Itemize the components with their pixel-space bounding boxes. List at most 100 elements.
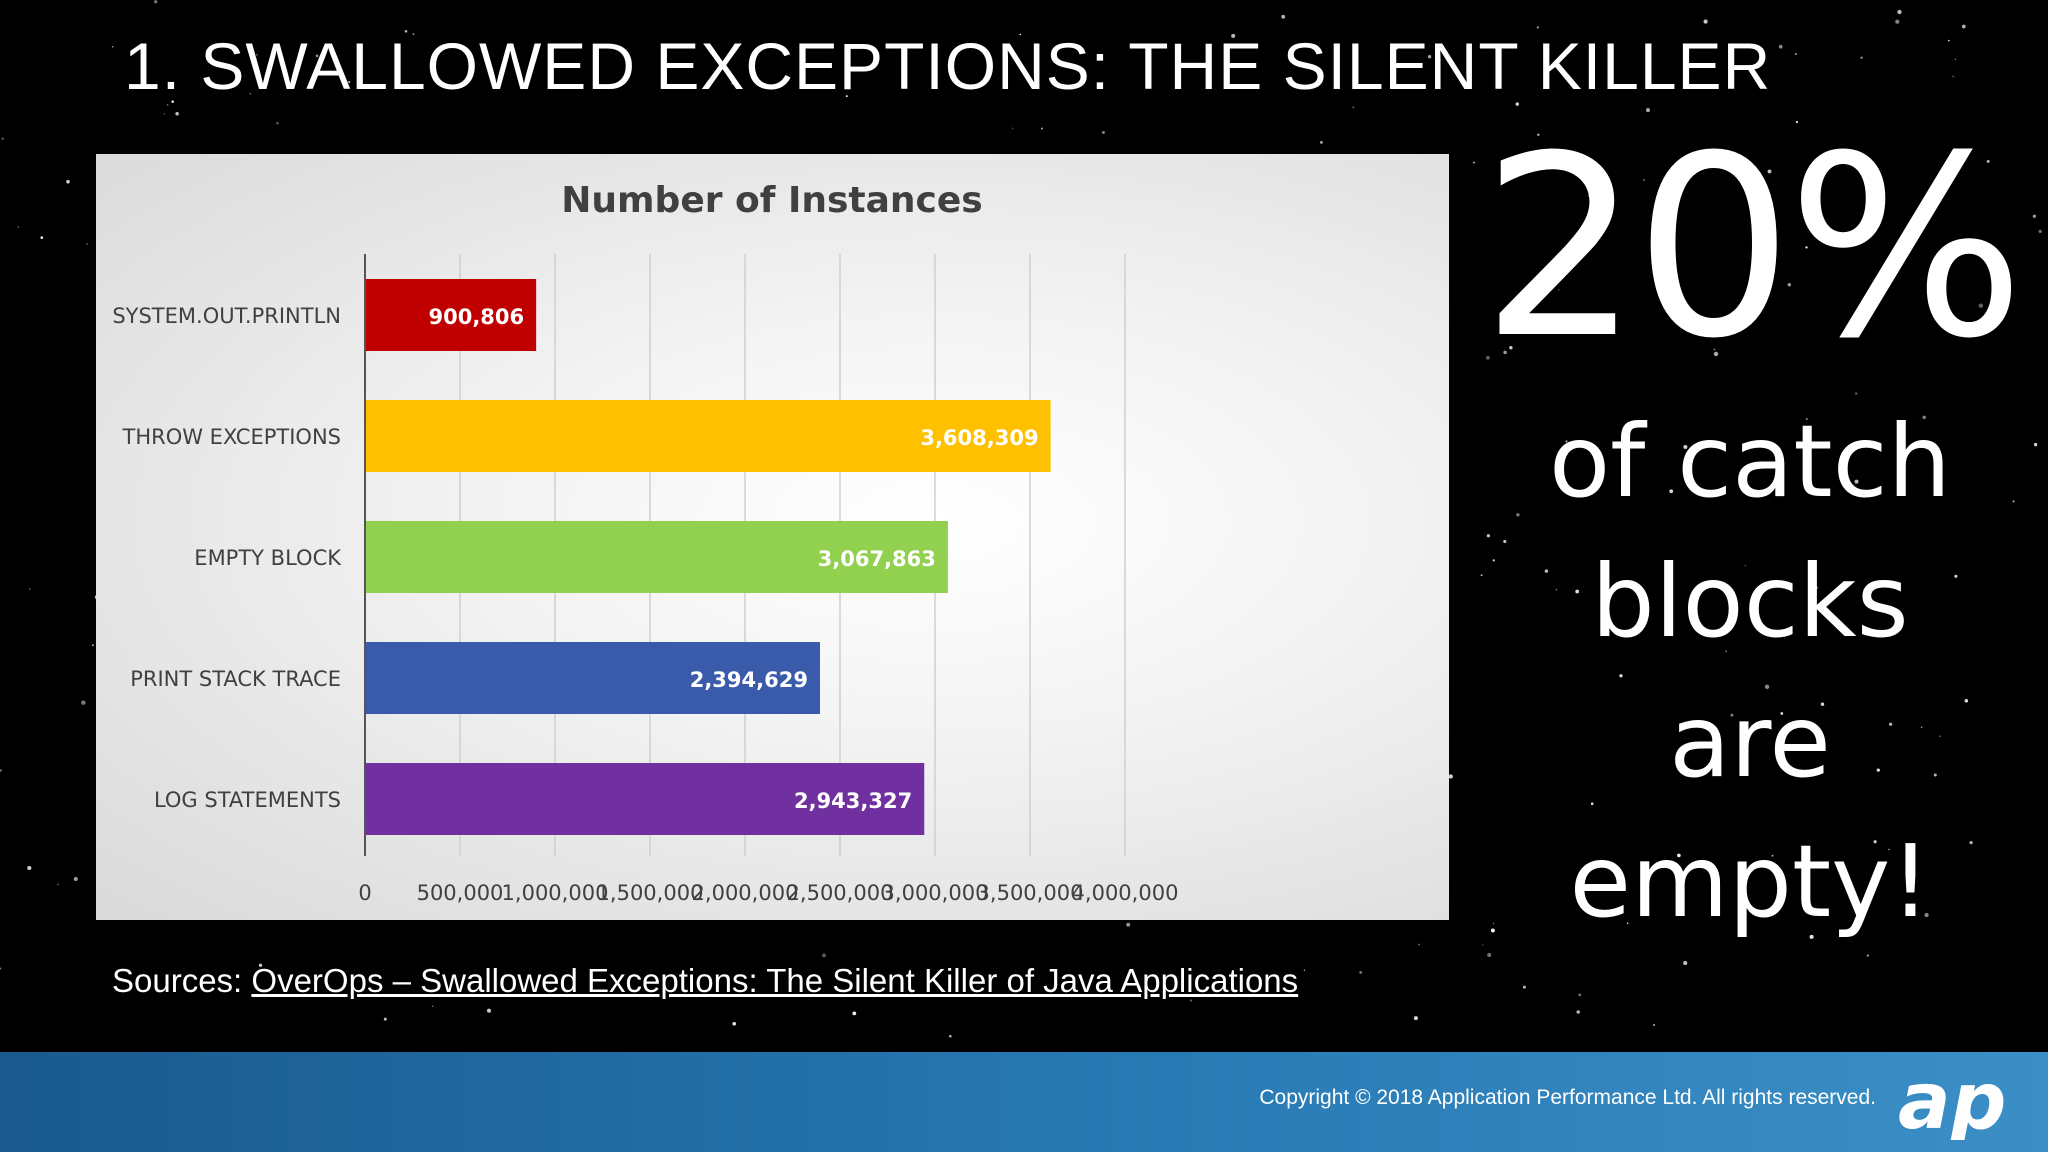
star <box>404 29 408 33</box>
star <box>1933 773 1937 777</box>
star <box>845 95 848 98</box>
star <box>1487 953 1492 957</box>
bar-value-label: 2,394,629 <box>690 668 808 692</box>
star <box>1492 559 1495 562</box>
star <box>1778 44 1783 49</box>
star <box>249 93 251 95</box>
star <box>1394 46 1398 50</box>
bar <box>365 400 1051 472</box>
sources-link[interactable]: OverOps – Swallowed Exceptions: The Sile… <box>251 962 1299 999</box>
stat-line-4: empty! <box>1569 823 1931 940</box>
star <box>315 54 319 58</box>
star <box>1 137 4 140</box>
x-tick-label: 2,000,000 <box>692 881 799 905</box>
star <box>91 644 94 647</box>
star <box>256 54 258 56</box>
bar-chart-panel: Number of Instances 900,806 SYSTEM.OUT.PRI… <box>96 154 1449 920</box>
star <box>1947 39 1950 42</box>
star <box>1019 33 1022 36</box>
x-tick-label: 0 <box>358 881 371 905</box>
star <box>1516 513 1520 517</box>
star <box>1503 539 1507 544</box>
star <box>29 588 31 590</box>
star <box>412 33 415 35</box>
x-tick-label: 1,500,000 <box>597 881 704 905</box>
star <box>0 769 2 772</box>
star <box>1565 440 1568 443</box>
star <box>1744 565 1746 567</box>
star <box>1873 840 1877 844</box>
stat-line-1: of catch <box>1548 403 1951 520</box>
star <box>1427 55 1432 59</box>
star <box>1238 993 1241 996</box>
star <box>1730 713 1734 717</box>
star <box>66 179 70 184</box>
star <box>0 967 2 970</box>
star <box>1764 684 1770 689</box>
star <box>1537 133 1540 136</box>
star <box>1359 970 1363 974</box>
category-label: THROW EXCEPTIONS <box>122 425 342 449</box>
star <box>1815 586 1818 589</box>
star <box>1895 19 1900 24</box>
star <box>1855 392 1858 395</box>
star <box>1671 253 1674 256</box>
star <box>948 1034 952 1038</box>
star <box>2033 442 2038 447</box>
star <box>1961 24 1966 29</box>
star <box>1876 768 1880 772</box>
star <box>1626 922 1629 924</box>
star <box>2012 500 2015 503</box>
star <box>1303 969 1306 971</box>
star <box>1509 346 1513 350</box>
star <box>1897 9 1902 15</box>
star <box>1653 1024 1655 1026</box>
star <box>163 113 166 115</box>
star <box>1820 702 1825 706</box>
ap-logo-text: ap <box>1898 1068 2006 1140</box>
star <box>17 226 20 228</box>
star <box>1866 954 1870 957</box>
star <box>1662 249 1667 254</box>
category-label: EMPTY BLOCK <box>194 546 342 570</box>
star <box>431 1005 434 1007</box>
star <box>1888 848 1890 851</box>
star <box>73 877 78 881</box>
star <box>1787 283 1792 287</box>
star <box>1683 445 1688 449</box>
star <box>1860 56 1863 59</box>
star <box>1924 912 1929 918</box>
x-tick-label: 4,000,000 <box>1072 881 1179 905</box>
x-tick-label: 2,500,000 <box>787 881 894 905</box>
star <box>1040 127 1043 130</box>
star <box>1619 674 1623 678</box>
star <box>1536 26 1539 29</box>
star <box>57 883 59 886</box>
category-label: SYSTEM.OUT.PRINTLN <box>112 304 341 328</box>
star <box>1794 52 1797 56</box>
star <box>2032 214 2037 218</box>
star <box>1490 928 1495 933</box>
stat-percentage: 20% <box>1481 102 2025 393</box>
star <box>167 104 169 106</box>
star <box>1795 120 1798 124</box>
bar <box>365 642 820 714</box>
star <box>1418 943 1420 946</box>
star <box>1725 650 1727 653</box>
star <box>1485 355 1490 360</box>
star <box>2038 229 2042 234</box>
star <box>1713 351 1719 357</box>
star <box>731 82 734 85</box>
star <box>1576 1010 1580 1014</box>
footer-bar: Copyright © 2018 Application Performance… <box>0 1052 2048 1152</box>
star <box>1473 161 1475 164</box>
star <box>1578 993 1582 997</box>
star <box>1677 853 1681 858</box>
star <box>1703 19 1708 24</box>
bar <box>365 521 948 593</box>
star <box>1492 922 1495 925</box>
star <box>1126 922 1131 927</box>
star <box>1503 350 1507 355</box>
star <box>1590 802 1594 805</box>
star <box>81 700 86 705</box>
